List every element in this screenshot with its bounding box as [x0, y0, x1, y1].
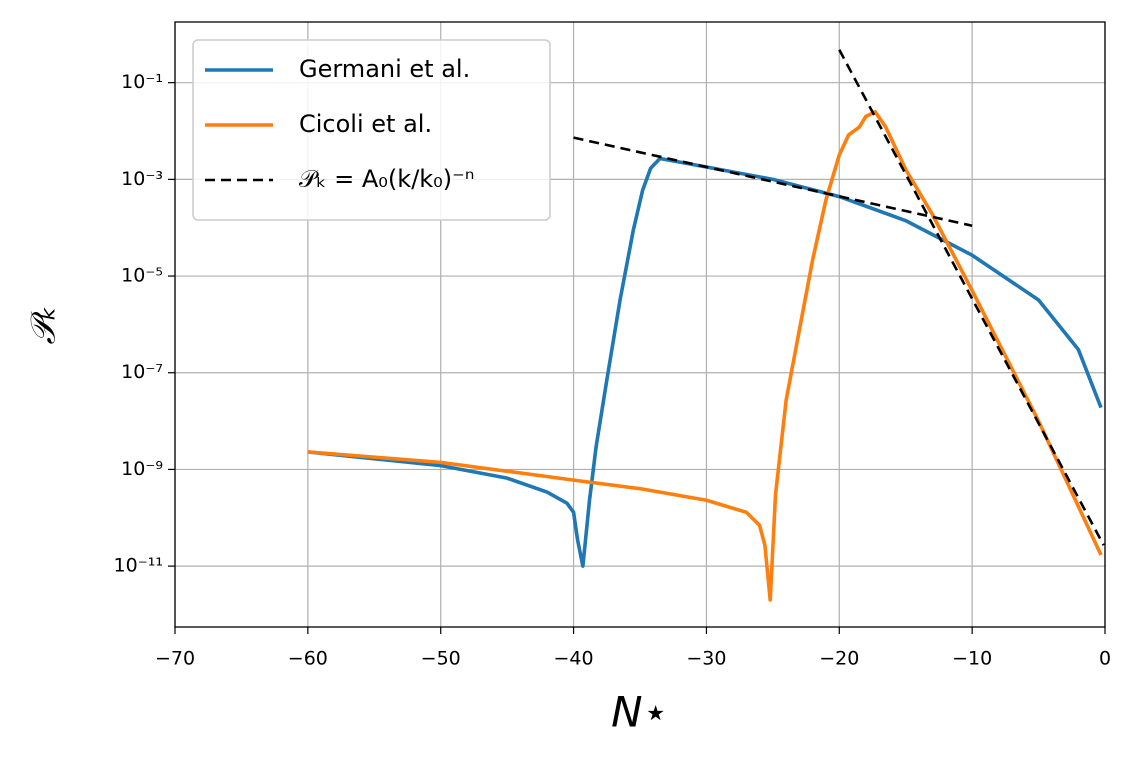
y-tick-label: 10⁻⁷: [121, 361, 163, 383]
x-tick-label: 0: [1099, 648, 1111, 670]
y-tick-label: 10⁻¹¹: [114, 555, 163, 577]
x-tick-label: −40: [554, 648, 594, 670]
y-axis-label: 𝒫ₖ: [24, 306, 64, 345]
series-line: [307, 109, 1103, 602]
x-tick-label: −20: [819, 648, 859, 670]
y-tick-label: 10⁻¹: [121, 71, 163, 93]
legend-label: Cicoli et al.: [299, 110, 432, 138]
x-tick-label: −70: [155, 648, 195, 670]
legend-label: 𝒫ₖ = A₀(k/k₀)⁻ⁿ: [299, 165, 474, 193]
x-tick-label: −50: [421, 648, 461, 670]
y-tick-label: 10⁻⁹: [121, 458, 163, 480]
x-axis-label: N⋆: [611, 688, 669, 737]
x-tick-label: −10: [952, 648, 992, 670]
legend-label: Germani et al.: [299, 55, 470, 83]
x-tick-label: −60: [288, 648, 328, 670]
y-tick-label: 10⁻³: [121, 168, 163, 190]
series-line: [307, 156, 1103, 568]
y-tick-label: 10⁻⁵: [121, 265, 163, 287]
plot-frame: [174, 21, 1106, 628]
x-tick-label: −30: [686, 648, 726, 670]
legend-box: [192, 39, 551, 221]
series-line: [573, 49, 1105, 546]
plot-lines: [307, 49, 1105, 602]
